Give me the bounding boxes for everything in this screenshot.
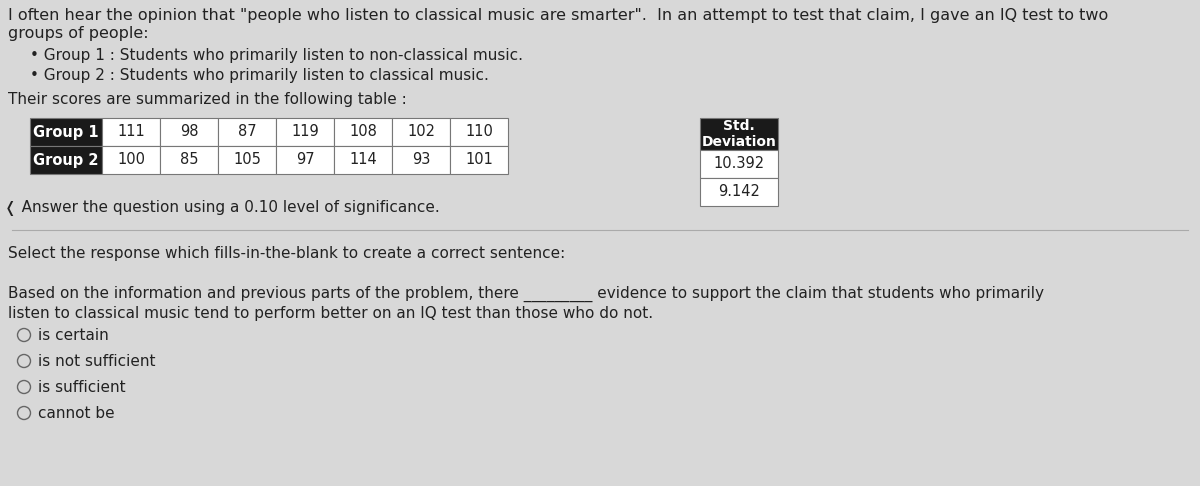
- Bar: [160, 146, 218, 174]
- Text: Group 2: Group 2: [34, 153, 98, 168]
- Text: Select the response which fills-in-the-blank to create a correct sentence:: Select the response which fills-in-the-b…: [8, 246, 565, 261]
- Text: is not sufficient: is not sufficient: [38, 353, 156, 368]
- Bar: [392, 118, 450, 146]
- Text: Their scores are summarized in the following table :: Their scores are summarized in the follo…: [8, 92, 407, 107]
- Text: groups of people:: groups of people:: [8, 26, 149, 41]
- Bar: [160, 118, 218, 146]
- Text: 119: 119: [292, 124, 319, 139]
- Bar: [392, 146, 450, 174]
- Text: ❬ Answer the question using a 0.10 level of significance.: ❬ Answer the question using a 0.10 level…: [4, 200, 439, 216]
- Bar: [450, 118, 508, 146]
- Text: 9.142: 9.142: [718, 185, 760, 199]
- Bar: [334, 146, 392, 174]
- Text: • Group 2 : Students who primarily listen to classical music.: • Group 2 : Students who primarily liste…: [30, 68, 488, 83]
- Bar: [700, 150, 778, 178]
- Text: 98: 98: [180, 124, 198, 139]
- Text: • Group 1 : Students who primarily listen to non-classical music.: • Group 1 : Students who primarily liste…: [30, 48, 523, 63]
- Bar: [700, 178, 778, 206]
- Text: 87: 87: [238, 124, 257, 139]
- Text: cannot be: cannot be: [38, 405, 115, 420]
- Text: listen to classical music tend to perform better on an IQ test than those who do: listen to classical music tend to perfor…: [8, 306, 653, 321]
- Bar: [102, 146, 160, 174]
- Text: Std.
Deviation: Std. Deviation: [702, 119, 776, 149]
- Text: 101: 101: [466, 153, 493, 168]
- Bar: [276, 118, 334, 146]
- Text: 110: 110: [466, 124, 493, 139]
- Bar: [218, 118, 276, 146]
- Text: 111: 111: [118, 124, 145, 139]
- Bar: [276, 146, 334, 174]
- Text: is certain: is certain: [38, 328, 109, 343]
- Bar: [450, 146, 508, 174]
- Bar: [30, 146, 102, 174]
- Bar: [30, 118, 102, 146]
- Bar: [334, 118, 392, 146]
- Text: 85: 85: [180, 153, 198, 168]
- Text: is sufficient: is sufficient: [38, 380, 126, 395]
- Text: 114: 114: [349, 153, 377, 168]
- Text: 93: 93: [412, 153, 430, 168]
- Text: 108: 108: [349, 124, 377, 139]
- Text: 102: 102: [407, 124, 436, 139]
- Bar: [700, 118, 778, 150]
- Text: Based on the information and previous parts of the problem, there _________ evid: Based on the information and previous pa…: [8, 286, 1044, 302]
- Circle shape: [18, 406, 30, 419]
- Text: 97: 97: [295, 153, 314, 168]
- Text: 100: 100: [118, 153, 145, 168]
- Text: 105: 105: [233, 153, 260, 168]
- Text: Group 1: Group 1: [34, 124, 98, 139]
- Circle shape: [18, 354, 30, 367]
- Bar: [102, 118, 160, 146]
- Text: I often hear the opinion that "people who listen to classical music are smarter": I often hear the opinion that "people wh…: [8, 8, 1109, 23]
- Circle shape: [18, 381, 30, 394]
- Text: 10.392: 10.392: [714, 156, 764, 172]
- Circle shape: [18, 329, 30, 342]
- Bar: [218, 146, 276, 174]
